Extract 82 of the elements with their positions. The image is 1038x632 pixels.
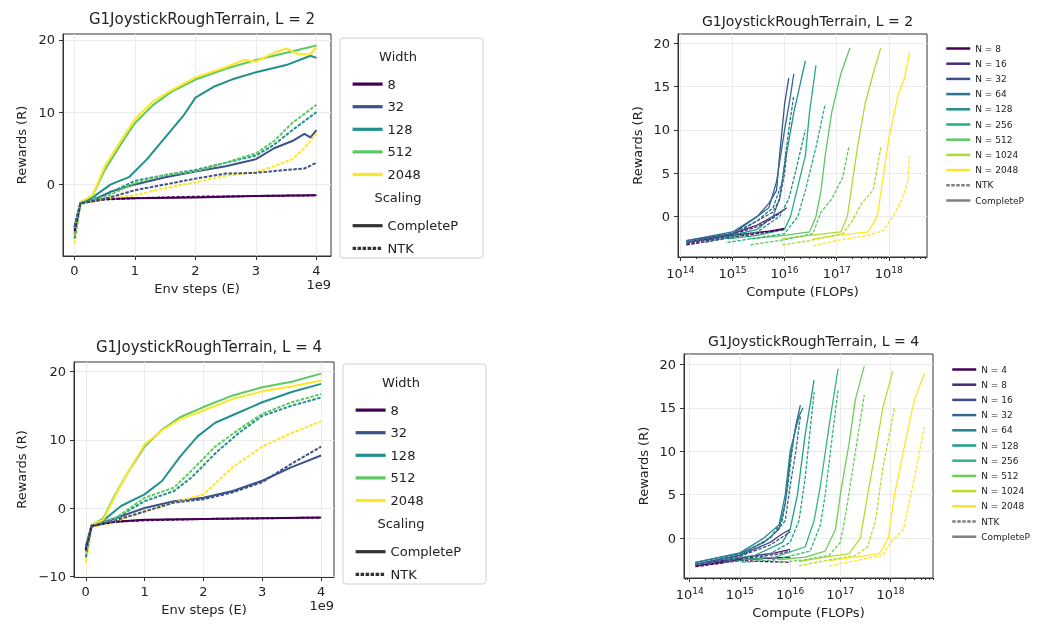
y-tick-label: 0 bbox=[46, 176, 55, 192]
y-axis-title: Rewards (R) bbox=[636, 426, 651, 506]
legend-label: 8 bbox=[390, 402, 399, 418]
legend-label: N = 16 bbox=[981, 394, 1013, 405]
x-tick-label: 3 bbox=[258, 584, 267, 599]
legend-label: N = 256 bbox=[975, 119, 1013, 130]
y-tick-label: 20 bbox=[653, 36, 670, 52]
legend-label: CompleteP bbox=[981, 531, 1031, 542]
x-tick-label: 2 bbox=[199, 584, 208, 599]
y-tick-label: 20 bbox=[38, 32, 55, 48]
legend-label: 32 bbox=[387, 99, 405, 115]
x-axis-title: Compute (FLOPs) bbox=[752, 605, 865, 620]
x-tick-label: 1 bbox=[140, 584, 149, 599]
legend-label: NTK bbox=[390, 566, 418, 582]
legend-label: N = 512 bbox=[981, 470, 1019, 481]
chart-title: G1JoystickRoughTerrain, L = 2 bbox=[88, 9, 316, 28]
y-tick-label: 10 bbox=[659, 443, 676, 459]
text: Scaling bbox=[374, 190, 422, 206]
y-axis-title: Rewards (R) bbox=[630, 106, 645, 185]
legend-label: N = 128 bbox=[975, 104, 1013, 115]
legend-label: N = 4 bbox=[981, 364, 1008, 375]
y-tick-label: 10 bbox=[653, 122, 670, 138]
legend-title: Width bbox=[382, 374, 420, 390]
legend-label: N = 2048 bbox=[975, 165, 1019, 176]
y-axis-title: Rewards (R) bbox=[13, 430, 29, 509]
legend-label: N = 128 bbox=[981, 440, 1019, 451]
legend-title: Width bbox=[379, 48, 417, 64]
y-tick-label: 10 bbox=[49, 432, 66, 448]
legend-label: 512 bbox=[390, 470, 416, 486]
legend-label: N = 512 bbox=[975, 134, 1013, 145]
x-tick-label: 0 bbox=[70, 263, 79, 278]
legend-label: 2048 bbox=[390, 493, 424, 508]
legend-label: CompleteP bbox=[390, 544, 462, 560]
legend-label: CompleteP bbox=[387, 218, 459, 234]
x-tick-label: 3 bbox=[251, 263, 261, 278]
text: Scaling bbox=[377, 516, 425, 532]
legend-label: 8 bbox=[387, 76, 396, 92]
legend-label: CompleteP bbox=[975, 195, 1025, 206]
x-axis-title: Env steps (E) bbox=[161, 601, 247, 617]
x-tick-label: 0 bbox=[81, 584, 90, 599]
legend-label: N = 1024 bbox=[981, 486, 1025, 497]
y-tick-label: −10 bbox=[38, 568, 66, 584]
legend-label: N = 8 bbox=[981, 379, 1008, 390]
legend-label: 128 bbox=[390, 447, 416, 463]
legend-label: N = 64 bbox=[981, 425, 1013, 436]
legend-label: N = 32 bbox=[981, 410, 1013, 421]
chart-title: G1JoystickRoughTerrain, L = 4 bbox=[95, 337, 323, 356]
y-tick-label: 15 bbox=[659, 400, 676, 416]
y-tick-label: 0 bbox=[667, 530, 676, 546]
y-axis-title: Rewards (R) bbox=[13, 105, 29, 185]
legend-label: N = 16 bbox=[975, 58, 1007, 69]
x-tick-label: 1 bbox=[130, 263, 140, 278]
legend-label: N = 1024 bbox=[975, 149, 1019, 160]
legend-label: N = 8 bbox=[975, 43, 1002, 54]
y-tick-label: 5 bbox=[661, 165, 670, 181]
y-tick-label: 15 bbox=[653, 79, 670, 95]
x-axis-title: Compute (FLOPs) bbox=[746, 284, 859, 299]
x-tick-label: 4 bbox=[316, 584, 326, 599]
legend-label: N = 64 bbox=[975, 89, 1007, 100]
legend-label: 2048 bbox=[387, 167, 421, 182]
legend-label: NTK bbox=[975, 180, 995, 191]
legend-label: N = 256 bbox=[981, 455, 1019, 466]
y-tick-label: 5 bbox=[667, 487, 676, 503]
legend-label: 512 bbox=[387, 144, 413, 160]
y-tick-label: 20 bbox=[49, 364, 66, 380]
x-tick-label: 2 bbox=[191, 263, 200, 278]
legend-label: NTK bbox=[387, 240, 415, 256]
legend-label: N = 32 bbox=[975, 73, 1007, 84]
chart-title: G1JoystickRoughTerrain, L = 2 bbox=[701, 13, 914, 29]
legend-label: 128 bbox=[387, 121, 413, 137]
y-tick-label: 0 bbox=[57, 500, 66, 516]
text: 1e9 bbox=[306, 277, 331, 292]
y-tick-label: 0 bbox=[661, 208, 670, 224]
y-tick-label: 20 bbox=[659, 356, 676, 372]
legend-label: NTK bbox=[981, 516, 1001, 527]
text: 1e9 bbox=[309, 598, 334, 613]
chart-title: G1JoystickRoughTerrain, L = 4 bbox=[707, 333, 920, 349]
x-axis-title: Env steps (E) bbox=[154, 280, 240, 296]
y-tick-label: 10 bbox=[38, 104, 55, 120]
x-tick-label: 4 bbox=[312, 263, 321, 278]
legend-label: 32 bbox=[390, 425, 408, 441]
legend-label: N = 2048 bbox=[981, 501, 1025, 512]
